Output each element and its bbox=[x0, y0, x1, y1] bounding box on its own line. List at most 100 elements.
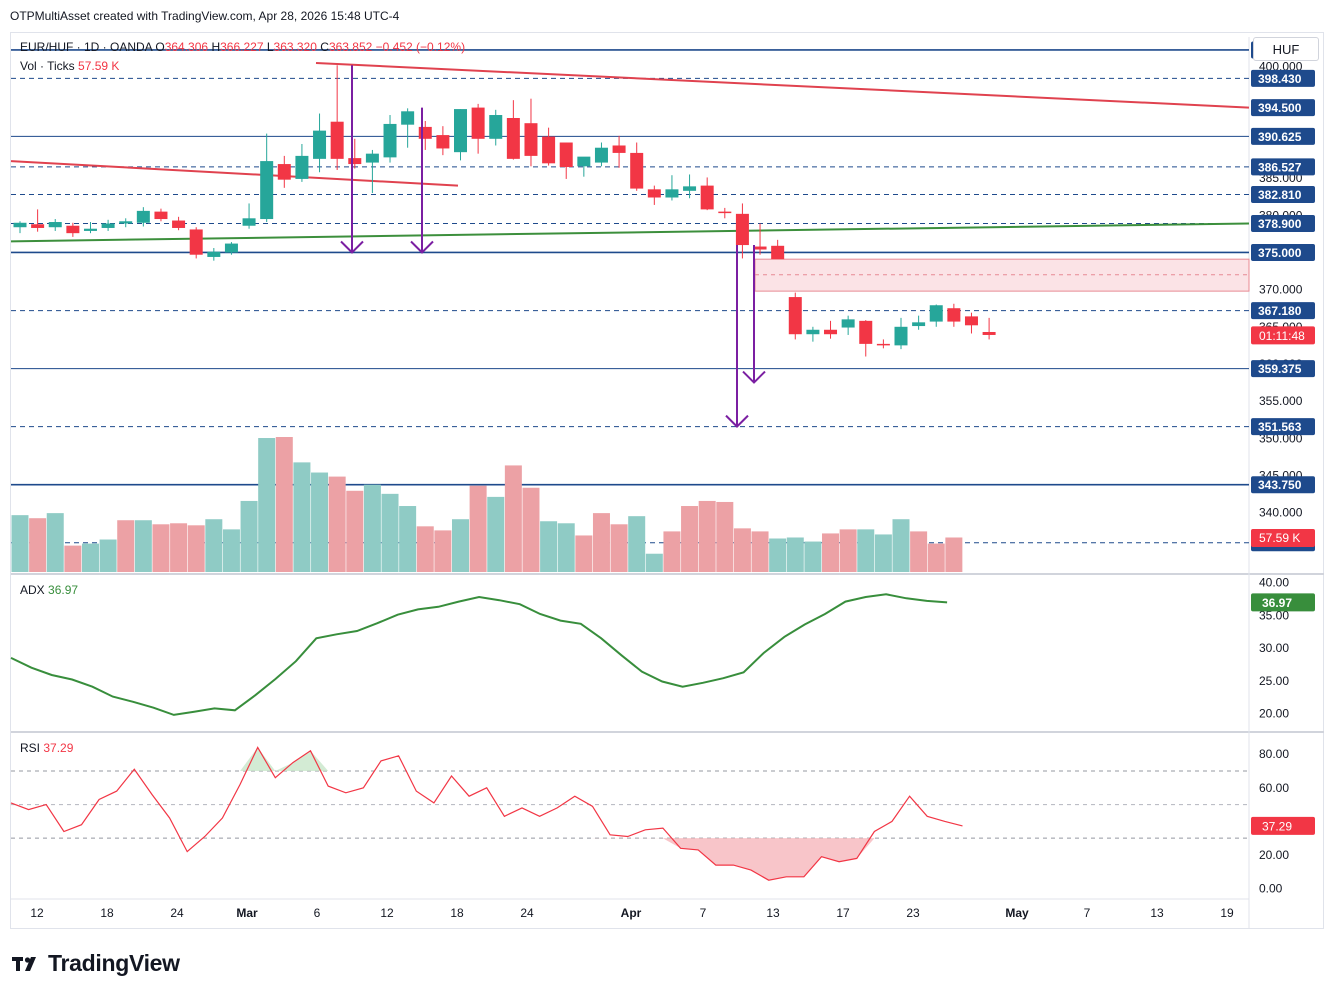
symbol-name[interactable]: EUR/HUF · 1D · OANDA bbox=[20, 40, 153, 54]
candle-body bbox=[365, 153, 379, 163]
adx-tick-label: 25.00 bbox=[1259, 674, 1289, 688]
candle-body bbox=[13, 222, 27, 228]
main-pane bbox=[11, 37, 1249, 572]
candle-body bbox=[436, 135, 450, 149]
rsi-tick-label: 60.00 bbox=[1259, 781, 1289, 795]
volume-bar bbox=[927, 543, 945, 572]
candle-body bbox=[612, 145, 626, 153]
candle-body bbox=[471, 107, 485, 139]
price-level-badge-text: 343.750 bbox=[1258, 478, 1302, 492]
tradingview-logo-icon bbox=[12, 956, 36, 971]
price-level-badge bbox=[1251, 127, 1315, 145]
volume-bar bbox=[240, 500, 258, 572]
red-trendline-upper bbox=[315, 62, 1250, 109]
adx-tick-label: 40.00 bbox=[1259, 576, 1289, 590]
candle-body bbox=[172, 220, 186, 228]
adx-legend[interactable]: ADX 36.97 bbox=[20, 583, 78, 597]
volume-bar bbox=[46, 513, 64, 572]
volume-bar bbox=[328, 476, 346, 572]
candle-body bbox=[964, 316, 978, 326]
volume-bar bbox=[416, 526, 434, 572]
price-level-badge bbox=[1251, 360, 1315, 378]
candle-body bbox=[48, 222, 62, 228]
volume-badge bbox=[1251, 529, 1315, 547]
price-level-badge-text: 398.430 bbox=[1258, 72, 1302, 86]
candle-body bbox=[824, 329, 838, 335]
volume-bar bbox=[222, 529, 240, 572]
volume-bar bbox=[628, 516, 646, 572]
volume-bar bbox=[452, 519, 469, 572]
open-value: 364.306 bbox=[164, 40, 209, 54]
candle-body bbox=[83, 228, 97, 231]
volume-bar bbox=[381, 493, 399, 572]
volume-bar bbox=[892, 519, 910, 572]
rsi-label: RSI bbox=[20, 741, 41, 755]
volume-bar bbox=[575, 535, 593, 572]
adx-line bbox=[10, 593, 948, 716]
projection-arrow-head bbox=[340, 240, 364, 254]
candle-body bbox=[119, 221, 133, 224]
volume-bar bbox=[910, 531, 928, 572]
candle-body bbox=[242, 218, 256, 226]
time-tick-label: 13 bbox=[766, 906, 780, 920]
candle-body bbox=[66, 225, 80, 234]
time-tick-label: 17 bbox=[836, 906, 850, 920]
time-tick-label: 6 bbox=[314, 906, 321, 920]
tradingview-logo[interactable]: TradingView bbox=[12, 950, 180, 977]
volume-bar bbox=[64, 545, 82, 572]
price-tick-label: 340.000 bbox=[1259, 506, 1303, 520]
rsi-badge-text: 37.29 bbox=[1262, 819, 1292, 833]
candle-body bbox=[753, 246, 767, 250]
candle-body bbox=[330, 121, 344, 159]
time-tick-label: 13 bbox=[1150, 906, 1164, 920]
volume-bar bbox=[434, 530, 452, 572]
time-tick-label: 12 bbox=[30, 906, 44, 920]
volume-bar bbox=[822, 533, 840, 572]
candle-body bbox=[101, 223, 115, 228]
candle-body bbox=[771, 245, 785, 260]
price-level-badge-text: 359.375 bbox=[1258, 362, 1302, 376]
rsi-legend[interactable]: RSI 37.29 bbox=[20, 741, 73, 755]
high-label: H bbox=[211, 40, 221, 54]
candle-body bbox=[224, 243, 238, 253]
low-label: L bbox=[266, 40, 274, 54]
volume-bar bbox=[592, 513, 610, 572]
projection-arrow-head bbox=[410, 240, 434, 254]
candle-body bbox=[559, 142, 573, 168]
volume-bar bbox=[698, 500, 716, 572]
volume-bar bbox=[540, 521, 558, 572]
candle-body bbox=[489, 115, 503, 139]
candle-body bbox=[260, 161, 274, 220]
volume-bar bbox=[11, 515, 29, 572]
candle-body bbox=[454, 109, 467, 153]
price-level-badge bbox=[1251, 99, 1315, 117]
candle-body bbox=[577, 156, 591, 167]
volume-bar bbox=[117, 520, 135, 572]
volume-bar bbox=[522, 487, 540, 572]
adx-value: 36.97 bbox=[48, 583, 79, 597]
price-level-badge-text: 367.180 bbox=[1258, 304, 1302, 318]
price-level-badge bbox=[1251, 215, 1315, 233]
price-level-badge-text: 351.563 bbox=[1258, 420, 1302, 434]
volume-bar bbox=[504, 465, 522, 572]
candle-body bbox=[982, 331, 996, 335]
volume-value: 57.59 K bbox=[78, 59, 120, 73]
volume-bar bbox=[733, 528, 751, 572]
volume-bar bbox=[275, 437, 293, 572]
price-level-badge bbox=[1251, 69, 1315, 87]
time-tick-label: 23 bbox=[906, 906, 920, 920]
rsi-tick-label: 80.00 bbox=[1259, 747, 1289, 761]
candle-body bbox=[295, 155, 309, 179]
volume-legend[interactable]: Vol · Ticks 57.59 K bbox=[20, 59, 119, 73]
adx-tick-label: 20.00 bbox=[1259, 707, 1289, 721]
countdown-text: 01:11:48 bbox=[1259, 329, 1305, 343]
candle-body bbox=[506, 117, 520, 159]
rsi-value: 37.29 bbox=[43, 741, 74, 755]
time-tick-label: 18 bbox=[450, 906, 464, 920]
volume-bar bbox=[134, 520, 152, 572]
candle-body bbox=[912, 322, 926, 327]
currency-selector[interactable]: HUF bbox=[1253, 37, 1319, 61]
price-level-badge-text: 382.810 bbox=[1258, 188, 1302, 202]
volume-bar bbox=[769, 538, 787, 572]
